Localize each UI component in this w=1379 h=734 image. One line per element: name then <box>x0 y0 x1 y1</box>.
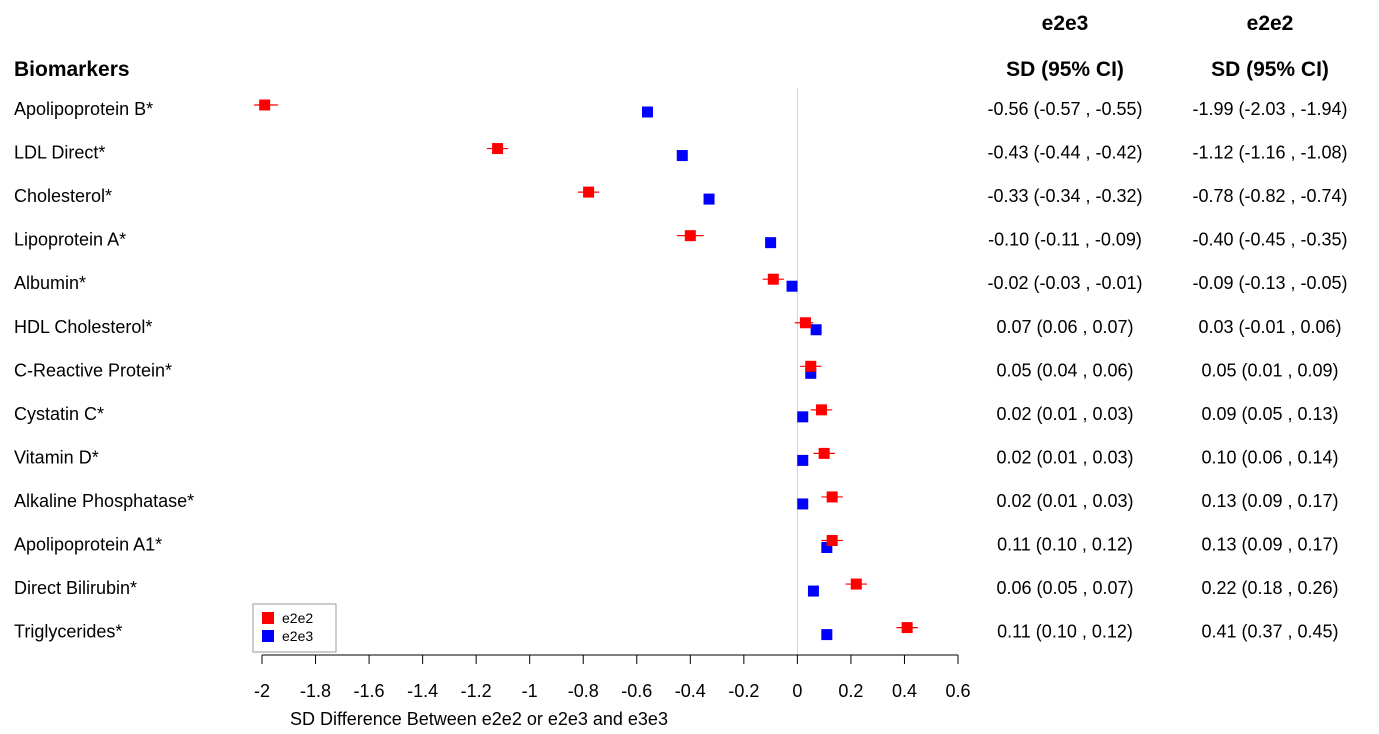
table-cell: 0.13 (0.09 , 0.17) <box>1201 535 1338 555</box>
x-tick-label: 0.6 <box>945 681 970 701</box>
point-e2e2 <box>492 143 504 155</box>
point-e2e3 <box>703 193 715 205</box>
point-e2e3 <box>797 454 809 466</box>
table-column-header: SD (95% CI) <box>1211 58 1329 81</box>
x-tick-label: -1.8 <box>300 681 331 701</box>
table-cell: -0.43 (-0.44 , -0.42) <box>987 143 1142 163</box>
table-cell: 0.09 (0.05 , 0.13) <box>1201 404 1338 424</box>
biomarker-label: Cholesterol* <box>14 186 112 206</box>
biomarker-labels: Biomarkers Apolipoprotein B* LDL Direct* Ch… <box>14 58 194 642</box>
table-cell: 0.05 (0.04 , 0.06) <box>996 360 1133 380</box>
biomarker-label: LDL Direct* <box>14 143 105 163</box>
point-e2e2 <box>815 404 827 416</box>
point-e2e3 <box>797 411 809 423</box>
table-cell: 0.03 (-0.01 , 0.06) <box>1198 317 1341 337</box>
biomarker-label: Cystatin C* <box>14 404 104 424</box>
table-cell: 0.02 (0.01 , 0.03) <box>996 404 1133 424</box>
x-axis: -2 -1.8 -1.6 -1.4 -1.2 -1 -0.8 -0.6 -0.4 -0.2 0 0.2… <box>254 654 971 729</box>
biomarker-label: Direct Bilirubin* <box>14 578 137 598</box>
table-cell: 0.22 (0.18 , 0.26) <box>1201 578 1338 598</box>
table-cell: -1.12 (-1.16 , -1.08) <box>1192 143 1347 163</box>
x-tick-label: -0.8 <box>568 681 599 701</box>
biomarker-label: HDL Cholesterol* <box>14 317 152 337</box>
biomarkers-header: Biomarkers <box>14 58 130 81</box>
x-tick-label: 0.2 <box>838 681 863 701</box>
x-tick-label: -0.6 <box>621 681 652 701</box>
x-tick-label: -1.2 <box>461 681 492 701</box>
x-axis-label: SD Difference Between e2e2 or e2e3 and e… <box>290 709 668 729</box>
ci-table: e2e3 SD (95% CI) -0.56 (-0.57 , -0.55) -0.4… <box>987 12 1347 642</box>
point-e2e2 <box>818 447 830 459</box>
point-e2e3 <box>810 324 822 336</box>
point-e2e2 <box>826 491 838 503</box>
point-e2e2 <box>805 360 817 372</box>
table-cell: 0.07 (0.06 , 0.07) <box>996 317 1133 337</box>
x-tick-label: 0.4 <box>892 681 917 701</box>
table-cell: 0.11 (0.10 , 0.12) <box>997 622 1133 642</box>
point-e2e2 <box>259 99 271 111</box>
table-group-header: e2e3 <box>1042 12 1089 35</box>
x-tick-label: 0 <box>792 681 802 701</box>
biomarker-label: Albumin* <box>14 273 86 293</box>
biomarker-label: Apolipoprotein B* <box>14 99 153 119</box>
point-e2e3 <box>821 629 833 641</box>
table-cell: -0.10 (-0.11 , -0.09) <box>988 230 1142 250</box>
biomarker-label: Triglycerides* <box>14 622 122 642</box>
table-cell: -0.02 (-0.03 , -0.01) <box>987 273 1142 293</box>
legend-swatch <box>262 612 274 624</box>
point-e2e2 <box>826 535 838 546</box>
legend-swatch <box>262 630 274 642</box>
table-cell: 0.11 (0.10 , 0.12) <box>997 535 1133 555</box>
table-cell: 0.13 (0.09 , 0.17) <box>1201 491 1338 511</box>
point-e2e2 <box>850 578 862 590</box>
point-e2e2 <box>767 273 779 285</box>
biomarker-label: Vitamin D* <box>14 447 99 467</box>
table-column-header: SD (95% CI) <box>1006 58 1124 81</box>
biomarker-label: C-Reactive Protein* <box>14 360 172 380</box>
x-tick-label: -1 <box>522 681 538 701</box>
x-tick-label: -1.6 <box>354 681 385 701</box>
table-cell: -1.99 (-2.03 , -1.94) <box>1192 99 1347 119</box>
point-e2e3 <box>765 237 777 249</box>
point-e2e3 <box>805 367 817 379</box>
point-e2e3 <box>641 106 653 118</box>
x-tick-label: -0.4 <box>675 681 706 701</box>
table-cell: 0.10 (0.06 , 0.14) <box>1201 447 1338 467</box>
biomarker-label: Apolipoprotein A1* <box>14 535 162 555</box>
table-cell: -0.78 (-0.82 , -0.74) <box>1192 186 1347 206</box>
table-cell: 0.02 (0.01 , 0.03) <box>996 491 1133 511</box>
point-e2e2 <box>901 622 913 634</box>
table-cell: 0.06 (0.05 , 0.07) <box>996 578 1133 598</box>
table-group-header: e2e2 <box>1247 12 1294 35</box>
table-cell: 0.41 (0.37 , 0.45) <box>1201 622 1338 642</box>
point-e2e2 <box>799 317 811 329</box>
point-e2e3 <box>797 498 809 510</box>
point-e2e3 <box>821 542 833 553</box>
table-cell: -0.09 (-0.13 , -0.05) <box>1192 273 1347 293</box>
table-cell: 0.02 (0.01 , 0.03) <box>996 447 1133 467</box>
point-e2e3 <box>807 585 819 597</box>
point-e2e2 <box>684 230 696 242</box>
legend-label: e2e3 <box>282 628 313 644</box>
biomarker-label: Alkaline Phosphatase* <box>14 491 194 511</box>
biomarker-label: Lipoprotein A* <box>14 230 126 250</box>
data-points <box>253 99 918 641</box>
table-cell: -0.40 (-0.45 , -0.35) <box>1192 230 1347 250</box>
x-tick-label: -1.4 <box>407 681 438 701</box>
point-e2e3 <box>786 280 798 292</box>
legend: e2e2 e2e3 <box>252 603 337 653</box>
point-e2e3 <box>676 150 688 162</box>
point-e2e2 <box>583 186 595 198</box>
table-cell: -0.33 (-0.34 , -0.32) <box>987 186 1142 206</box>
table-cell: -0.56 (-0.57 , -0.55) <box>987 99 1142 119</box>
legend-label: e2e2 <box>282 610 313 626</box>
x-tick-label: -2 <box>254 681 270 701</box>
table-cell: 0.05 (0.01 , 0.09) <box>1201 360 1338 380</box>
x-tick-label: -0.2 <box>728 681 759 701</box>
